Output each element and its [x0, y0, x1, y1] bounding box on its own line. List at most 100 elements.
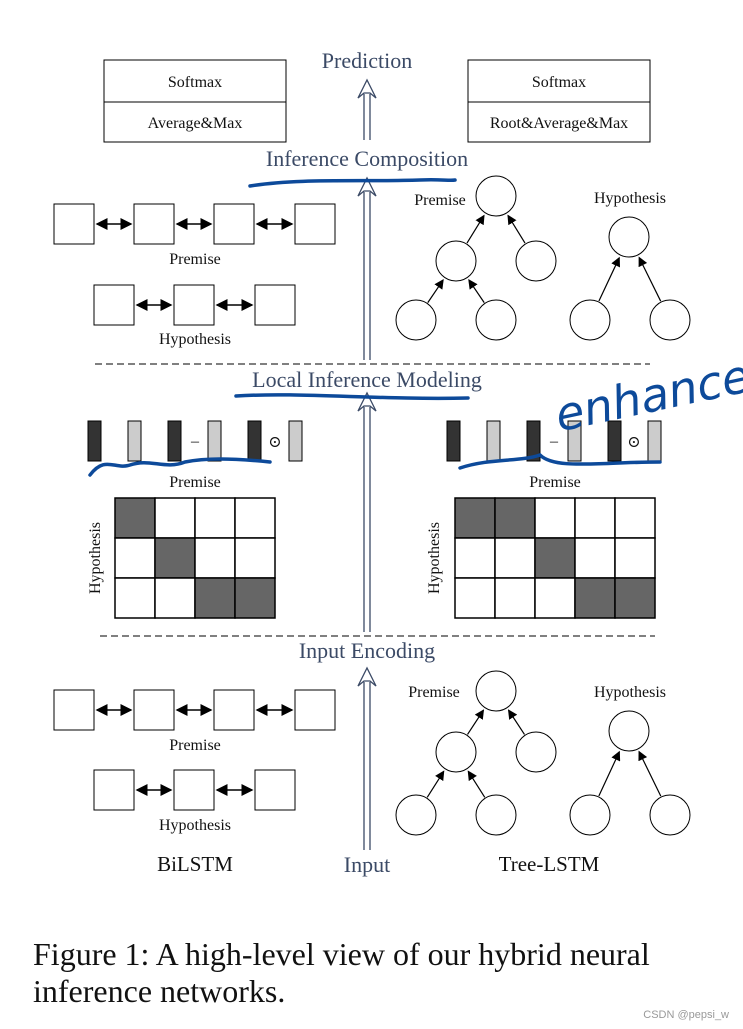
top-hypothesis-lstm-cell — [173, 284, 215, 326]
watermark: CSDN @pepsi_w — [643, 1009, 729, 1021]
tree-edge-arrow-icon — [598, 750, 621, 797]
local-arrow-shaft — [363, 192, 371, 360]
right-alignment-matrix-cell — [454, 537, 496, 579]
bottom-premise-tree-node — [515, 731, 557, 773]
bottom-premise-tree-node — [435, 731, 477, 773]
right-enhanced-light-bar — [486, 420, 501, 462]
right-alignment-matrix-cell — [494, 537, 536, 579]
right-alignment-matrix-cell — [454, 577, 496, 619]
right-alignment-matrix-cell — [574, 537, 616, 579]
right-alignment-matrix-cell — [534, 497, 576, 539]
right-alignment-matrix-cell — [454, 497, 496, 539]
left-enhanced-light-bar — [127, 420, 142, 462]
caption-line-1: Figure 1: A high-level view of our hybri… — [33, 936, 650, 972]
figure-caption: Figure 1: A high-level view of our hybri… — [33, 936, 733, 1010]
right-product-operator: ⊙ — [627, 434, 640, 451]
left-alignment-matrix-cell — [234, 537, 276, 579]
right-enhanced-dark-bar — [607, 420, 622, 462]
bottom-premise-tree-node — [395, 794, 437, 836]
top-tree-hypothesis-label: Hypothesis — [594, 190, 666, 207]
left-alignment-matrix-cell — [234, 497, 276, 539]
right-alignment-matrix-cell — [534, 537, 576, 579]
composition-arrow-arrowhead-icon — [357, 78, 377, 99]
left-alignment-matrix-cell — [194, 497, 236, 539]
right-alignment-matrix-cell — [574, 497, 616, 539]
underline-inference-composition — [248, 177, 457, 188]
composition-arrow-shaft — [363, 94, 371, 140]
underline-local-inference-modeling — [234, 393, 470, 401]
left-alignment-matrix-cell — [154, 497, 196, 539]
bottom-premise-lstm-cell — [53, 689, 95, 731]
bottom-tree-premise-label: Premise — [408, 684, 460, 701]
left-alignment-matrix-cell — [194, 577, 236, 619]
left-product-operator: ⊙ — [268, 434, 281, 451]
right-minus-operator: – — [549, 433, 559, 450]
handwritten-annotations — [88, 177, 662, 477]
bilstm-label: BiLSTM — [157, 852, 233, 876]
left-enhanced-dark-bar — [87, 420, 102, 462]
top-tree-premise-label: Premise — [414, 192, 466, 209]
top-premise-lstm-cell — [133, 203, 175, 245]
right-softmax-label: Softmax — [532, 74, 586, 91]
top-bilstm-hypothesis-label: Hypothesis — [159, 331, 231, 348]
enhance-annotation: enhance — [550, 348, 743, 442]
left-matrix-hypothesis-label: Hypothesis — [87, 522, 104, 594]
tree-edge-arrow-icon — [507, 214, 526, 244]
caption-line-2: inference networks. — [33, 973, 286, 1009]
right-alignment-matrix-cell — [494, 497, 536, 539]
right-alignment-matrix-cell — [614, 537, 656, 579]
bottom-premise-lstm-cell — [213, 689, 255, 731]
inference-composition-label: Inference Composition — [266, 146, 468, 171]
right-alignment-matrix-cell — [614, 497, 656, 539]
top-hypothesis-lstm-cell — [93, 284, 135, 326]
top-premise-lstm-cell — [213, 203, 255, 245]
top-bilstm-premise-label: Premise — [169, 251, 221, 268]
underline-right-bars — [458, 452, 662, 470]
top-premise-lstm-cell — [53, 203, 95, 245]
top-hypothesis-tree-node — [649, 299, 691, 341]
left-enhanced-dark-bar — [247, 420, 262, 462]
bottom-hypothesis-tree-node — [649, 794, 691, 836]
encoding-arrow-shaft — [363, 407, 371, 632]
top-hypothesis-tree-node — [608, 216, 650, 258]
bottom-hypothesis-lstm-cell — [254, 769, 296, 811]
right-matrix-hypothesis-label: Hypothesis — [426, 522, 443, 594]
bottom-premise-tree-node — [475, 670, 517, 712]
top-premise-tree-node — [475, 299, 517, 341]
top-premise-lstm-cell — [294, 203, 336, 245]
left-softmax-label: Softmax — [168, 74, 222, 91]
right-alignment-matrix-cell — [494, 577, 536, 619]
bottom-premise-lstm-cell — [133, 689, 175, 731]
right-enhanced-dark-bar — [526, 420, 541, 462]
top-premise-tree-node — [475, 175, 517, 217]
right-enhanced-light-bar — [567, 420, 582, 462]
right-alignment-matrix-cell — [534, 577, 576, 619]
tree-edge-arrow-icon — [427, 279, 444, 303]
tree-lstm-label: Tree-LSTM — [499, 852, 600, 876]
bottom-hypothesis-lstm-cell — [173, 769, 215, 811]
left-alignment-matrix-cell — [114, 497, 156, 539]
tree-edge-arrow-icon — [638, 750, 662, 797]
bottom-tree-hypothesis-label: Hypothesis — [594, 684, 666, 701]
tree-edge-arrow-icon — [466, 214, 485, 244]
left-enhanced-dark-bar — [167, 420, 182, 462]
left-alignment-matrix-cell — [154, 537, 196, 579]
tree-edge-arrow-icon — [507, 709, 525, 735]
left-enhanced-light-bar — [288, 420, 303, 462]
bottom-bilstm-premise-label: Premise — [169, 737, 221, 754]
bottom-premise-tree-node — [475, 794, 517, 836]
right-root-average-max-label: Root&Average&Max — [490, 115, 628, 132]
bottom-premise-lstm-cell — [294, 689, 336, 731]
left-average-max-label: Average&Max — [148, 115, 243, 132]
left-enhanced-light-bar — [207, 420, 222, 462]
right-alignment-matrix-cell — [614, 577, 656, 619]
top-premise-tree-node — [515, 240, 557, 282]
left-alignment-matrix-cell — [114, 537, 156, 579]
input-arrow-arrowhead-icon — [357, 666, 377, 687]
right-enhanced-dark-bar — [446, 420, 461, 462]
prediction-label: Prediction — [322, 48, 412, 73]
local-inference-modeling-label: Local Inference Modeling — [252, 367, 482, 392]
input-label: Input — [344, 852, 390, 877]
tree-edge-arrow-icon — [426, 770, 445, 798]
